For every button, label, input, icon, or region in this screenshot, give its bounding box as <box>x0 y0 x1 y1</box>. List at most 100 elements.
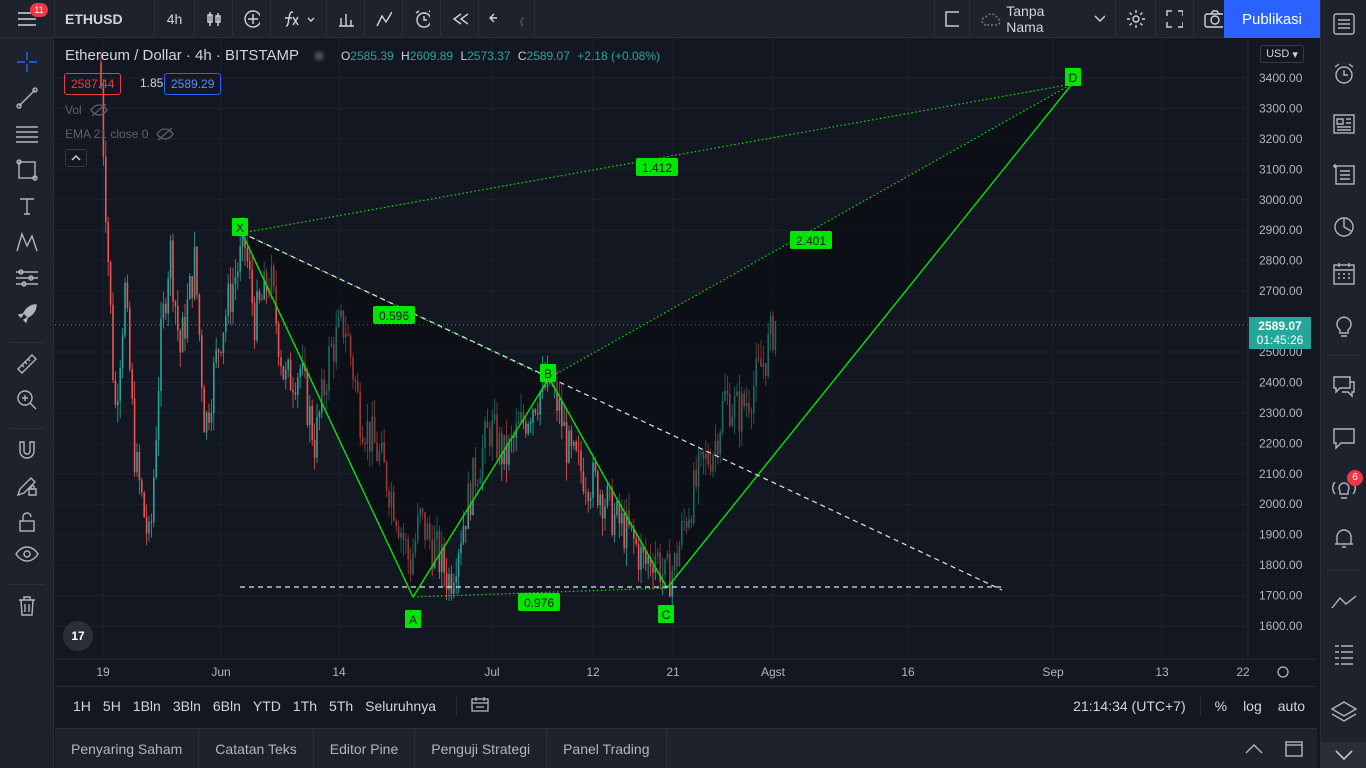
range-5h[interactable]: 5H <box>102 697 121 714</box>
eye-off-icon[interactable] <box>156 127 175 141</box>
range-5th[interactable]: 5Th <box>329 697 354 714</box>
undo-button[interactable] <box>479 0 507 38</box>
alerts-bell-button[interactable] <box>1330 524 1358 552</box>
compare-button[interactable] <box>233 0 271 38</box>
symbol-title[interactable]: Ethereum / Dollar · 4h · BITSTAMP <box>65 47 299 64</box>
collapse-legend-button[interactable] <box>65 149 87 167</box>
candle-body <box>376 442 378 461</box>
panel-tab-0[interactable]: Penyaring Saham <box>55 728 200 768</box>
news-button[interactable] <box>1330 110 1358 138</box>
streams-button[interactable] <box>1330 424 1358 452</box>
ema-indicator-legend[interactable]: EMA 21 close 0 <box>65 127 175 141</box>
notifications-button[interactable] <box>1330 474 1358 502</box>
chats-button[interactable] <box>1330 372 1358 400</box>
range-1th[interactable]: 1Th <box>292 697 318 714</box>
symbol-search-button[interactable]: ETHUSD <box>55 0 155 38</box>
range-seluruhnya[interactable]: Seluruhnya <box>365 697 436 714</box>
pattern-point-d-label: D <box>1069 71 1078 85</box>
calendar-button[interactable] <box>1330 260 1358 288</box>
buy-price-button[interactable]: 2589.29 <box>164 73 222 95</box>
panel-tab-4[interactable]: Panel Trading <box>547 728 667 768</box>
pattern-tool[interactable] <box>13 228 41 256</box>
candle-body <box>208 412 210 423</box>
icon-tool[interactable] <box>13 300 41 328</box>
price-axis[interactable]: 3400.00 3300.00 3200.00 3100.00 3000.00 2900.… <box>1247 39 1315 659</box>
templates-button[interactable] <box>327 0 365 38</box>
magnet-tool[interactable] <box>13 436 41 464</box>
alert-button[interactable] <box>403 0 441 38</box>
timezone-clock[interactable]: 21:14:34 (UTC+7) <box>1073 697 1186 714</box>
tradingview-logo[interactable]: 17 <box>63 621 93 651</box>
prediction-tool[interactable] <box>13 264 41 292</box>
crosshair-tool[interactable] <box>13 48 41 76</box>
ideas-button[interactable] <box>1330 312 1358 340</box>
dashed-trendline[interactable] <box>241 232 1003 591</box>
chart-canvas[interactable]: X A B C D 0.596 0.976 2.401 1.412 3400.00 3300.00… <box>55 39 1315 685</box>
text-tool[interactable] <box>13 192 41 220</box>
collapse-sidebar-button[interactable] <box>1321 742 1366 768</box>
replay-button[interactable] <box>441 0 479 38</box>
zoom-tool[interactable] <box>13 386 41 414</box>
range-6bln[interactable]: 6Bln <box>212 697 241 714</box>
price-tick-label: 3100.00 <box>1259 162 1303 176</box>
chevron-up-icon[interactable] <box>1245 744 1263 754</box>
redo-button[interactable] <box>507 0 535 38</box>
alerts-button[interactable] <box>1330 60 1358 88</box>
range-3bln[interactable]: 3Bln <box>172 697 201 714</box>
goto-date-button[interactable] <box>471 696 489 715</box>
chart-type-button[interactable] <box>195 0 233 38</box>
stay-drawing-tool[interactable] <box>13 472 41 500</box>
log-scale-toggle[interactable]: log <box>1243 697 1262 714</box>
fib-tool[interactable] <box>13 120 41 148</box>
pattern-leg-cd[interactable] <box>666 83 1073 589</box>
hotlists-button[interactable] <box>1330 212 1358 240</box>
range-1bln[interactable]: 1Bln <box>132 697 161 714</box>
remove-drawings-tool[interactable] <box>13 592 41 620</box>
lock-tool[interactable] <box>13 508 41 536</box>
ruler-tool[interactable] <box>13 350 41 378</box>
axis-settings-icon[interactable] <box>1277 666 1289 678</box>
candle-body <box>321 379 323 413</box>
eye-off-icon[interactable] <box>89 103 108 117</box>
time-axis[interactable]: 19 Jun 14 Jul 12 21 Agst 16 Sep 13 22 <box>55 658 1315 679</box>
shape-tool[interactable] <box>13 156 41 184</box>
candle-body <box>633 525 635 539</box>
strategy-button[interactable] <box>365 0 403 38</box>
publish-button[interactable]: Publikasi <box>1224 0 1320 38</box>
watchlist-button[interactable] <box>1330 10 1358 38</box>
dom-button[interactable] <box>1330 640 1358 668</box>
interval-button[interactable]: 4h <box>155 0 195 38</box>
candle-body <box>407 539 409 560</box>
panel-tab-1[interactable]: Catatan Teks <box>199 728 314 768</box>
volume-indicator-legend[interactable]: Vol <box>65 103 108 117</box>
panel-tab-2[interactable]: Editor Pine <box>314 728 416 768</box>
hide-tool[interactable] <box>13 540 41 568</box>
range-ytd[interactable]: YTD <box>252 697 281 714</box>
trading-panel-button[interactable] <box>1330 588 1358 616</box>
trendline-tool[interactable] <box>13 84 41 112</box>
auto-scale-toggle[interactable]: auto <box>1277 697 1305 714</box>
candle-body <box>251 269 253 303</box>
candle-body <box>340 310 342 317</box>
panel-tab-3[interactable]: Penguji Strategi <box>415 728 548 768</box>
maximize-panel-icon[interactable] <box>1285 741 1303 757</box>
percent-scale-toggle[interactable]: % <box>1214 697 1228 714</box>
currency-select[interactable]: USD ▾ <box>1260 45 1304 63</box>
pattern-leg-ab[interactable] <box>412 377 550 598</box>
chart-pane[interactable]: X A B C D 0.596 0.976 2.401 1.412 3400.00 3300.00… <box>55 39 1315 685</box>
indicators-button[interactable] <box>271 0 327 38</box>
eye-icon <box>15 546 39 562</box>
range-1h[interactable]: 1H <box>73 697 91 714</box>
settings-button[interactable] <box>1116 0 1156 38</box>
sell-price-button[interactable]: 2587.44 <box>64 73 122 95</box>
pattern-leg-bc[interactable] <box>548 377 668 589</box>
fullscreen-layout-button[interactable] <box>934 0 970 38</box>
xabcd-pattern-drawing[interactable]: X A B C D 0.596 0.976 2.401 1.412 <box>232 68 1081 628</box>
object-tree-button[interactable] <box>1330 698 1358 726</box>
candle-body <box>445 572 448 590</box>
layout-menu-button[interactable]: Tanpa Nama <box>970 0 1116 38</box>
main-menu-button[interactable]: 11 <box>0 0 55 38</box>
pattern-leg-xa[interactable] <box>241 232 414 598</box>
fullscreen-button[interactable] <box>1156 0 1194 38</box>
data-window-button[interactable] <box>1330 160 1358 188</box>
